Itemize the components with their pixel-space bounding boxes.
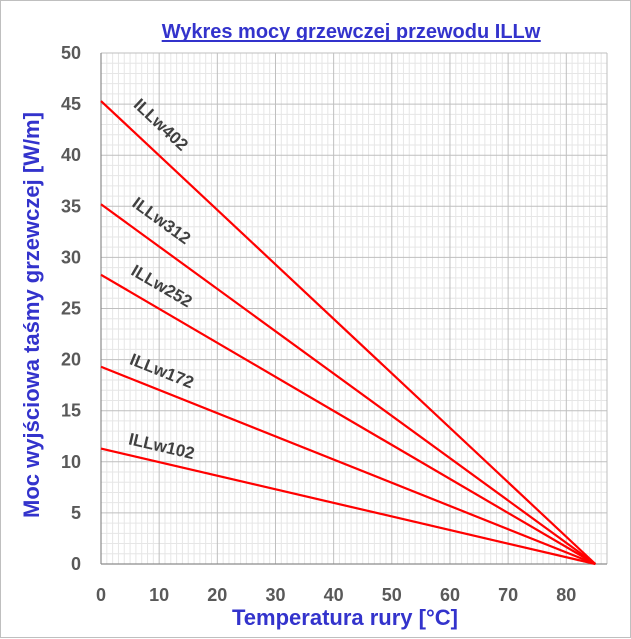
x-axis-label: Temperatura rury [°C]	[232, 605, 458, 630]
series-line-illw252	[100, 273, 596, 565]
x-tick-label: 40	[324, 585, 344, 605]
series-line-illw172	[100, 365, 596, 566]
tick-labels: 0 10 20 30 40 50 60 70 80 0 5 10 15 20 25 30 35 40 45 50	[61, 43, 576, 605]
y-tick-label: 50	[61, 43, 81, 63]
series-line-illw102	[100, 447, 596, 566]
series-label-illw312: ILLw312	[129, 193, 194, 248]
series-label-illw252: ILLw252	[128, 261, 196, 311]
chart-title: Wykres mocy grzewczej przewodu ILLw	[162, 21, 541, 43]
y-tick-label: 5	[71, 503, 81, 523]
y-tick-label: 40	[61, 145, 81, 165]
x-tick-label: 10	[149, 585, 169, 605]
x-tick-label: 50	[382, 585, 402, 605]
grid	[101, 52, 608, 564]
y-tick-label: 35	[61, 196, 81, 216]
series-line-illw312	[100, 203, 597, 565]
x-tick-label: 80	[556, 585, 576, 605]
x-tick-label: 0	[96, 585, 106, 605]
y-tick-label: 30	[61, 247, 81, 267]
y-tick-label: 10	[61, 452, 81, 472]
y-tick-label: 45	[61, 94, 81, 114]
series-lines	[100, 100, 597, 566]
y-tick-label: 20	[61, 350, 81, 370]
y-tick-label: 25	[61, 299, 81, 319]
series-label-illw102: ILLw102	[127, 429, 197, 463]
y-tick-label: 0	[71, 554, 81, 574]
series-label-illw172: ILLw172	[127, 350, 196, 393]
y-axis-label: Moc wyjściowa taśmy grzewczej [W/m]	[19, 112, 44, 518]
x-tick-label: 20	[207, 585, 227, 605]
x-tick-label: 30	[265, 585, 285, 605]
axes	[100, 53, 607, 565]
series-line-illw402	[100, 100, 597, 565]
x-tick-label: 60	[440, 585, 460, 605]
x-tick-label: 70	[498, 585, 518, 605]
y-tick-label: 15	[61, 401, 81, 421]
